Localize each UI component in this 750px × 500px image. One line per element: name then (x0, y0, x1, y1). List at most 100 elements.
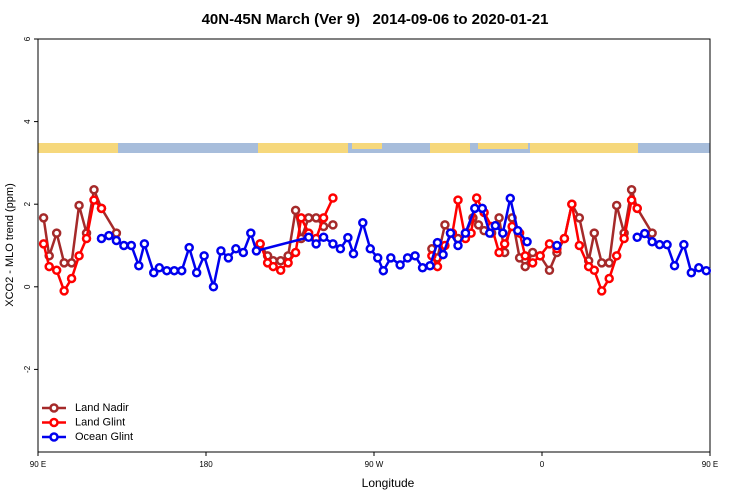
x-tick-label: 0 (540, 460, 545, 469)
point (460, 228, 471, 238)
point (126, 240, 137, 251)
point (544, 265, 555, 276)
point (490, 220, 501, 231)
point (176, 265, 187, 276)
point (89, 195, 99, 205)
point (473, 220, 484, 230)
point (38, 213, 49, 223)
point (432, 261, 443, 272)
point (445, 228, 456, 238)
point (647, 228, 657, 238)
point (296, 213, 306, 223)
point (335, 244, 346, 254)
point (589, 265, 600, 276)
point (559, 233, 570, 244)
land-ocean-strip (38, 143, 710, 153)
plot-frame (37, 38, 711, 453)
point (303, 213, 314, 223)
point (318, 232, 329, 242)
point (498, 228, 508, 238)
point (148, 268, 159, 278)
point (552, 240, 562, 251)
point (104, 230, 114, 241)
point (328, 220, 338, 230)
point (246, 228, 256, 238)
point (59, 286, 69, 296)
point (231, 244, 241, 254)
point (251, 246, 262, 256)
point (589, 228, 600, 238)
point (499, 239, 510, 249)
x-axis-label: Longitude (362, 476, 415, 490)
point (51, 228, 62, 238)
point (544, 239, 555, 249)
point (311, 239, 321, 249)
y-tick-label: 6 (23, 36, 32, 41)
point (626, 184, 637, 195)
point (662, 239, 672, 250)
point (619, 233, 629, 244)
point (527, 247, 538, 258)
y-tick-label: 2 (23, 201, 32, 206)
point (89, 184, 99, 195)
point (290, 205, 301, 216)
point (639, 228, 650, 239)
point (318, 213, 329, 223)
point (453, 195, 463, 205)
point (275, 256, 286, 266)
point (596, 258, 607, 268)
point (365, 244, 376, 254)
point (494, 247, 504, 258)
point (81, 233, 92, 244)
legend-marker (49, 403, 59, 413)
point (574, 213, 585, 223)
point (223, 253, 234, 263)
point (494, 213, 504, 223)
point (328, 239, 338, 249)
point (425, 260, 435, 271)
point (417, 263, 428, 273)
chart-title: 40N-45N March (Ver 9) 2014-09-06 to 2020… (202, 11, 549, 28)
point (701, 265, 712, 276)
point (386, 253, 396, 263)
point (275, 265, 286, 276)
point (184, 242, 194, 253)
point (611, 251, 622, 261)
point (311, 213, 321, 223)
legend-label: Ocean Glint (75, 431, 133, 443)
point (303, 232, 314, 242)
point (208, 282, 219, 292)
point (154, 263, 165, 273)
point (694, 263, 704, 273)
point (679, 239, 689, 250)
point (669, 260, 680, 271)
point (647, 237, 657, 247)
point (372, 253, 383, 263)
point (470, 203, 480, 214)
point (199, 251, 209, 261)
point (51, 265, 62, 276)
point (535, 251, 545, 261)
x-tick-label: 90 E (702, 460, 718, 469)
point (632, 232, 642, 242)
point (268, 261, 278, 272)
point (38, 239, 49, 249)
point (512, 225, 523, 236)
point (471, 193, 482, 203)
point (378, 265, 389, 276)
point (216, 246, 226, 256)
x-tick-label: 90 W (365, 460, 384, 469)
point (395, 260, 405, 270)
legend-label: Land Glint (75, 416, 125, 428)
point (139, 239, 150, 249)
point (290, 247, 301, 258)
point (119, 240, 129, 251)
point (343, 232, 353, 243)
point (632, 203, 642, 214)
point (74, 200, 84, 211)
point (453, 240, 463, 251)
y-tick-label: 4 (23, 119, 32, 124)
point (520, 251, 530, 261)
point (626, 195, 637, 205)
